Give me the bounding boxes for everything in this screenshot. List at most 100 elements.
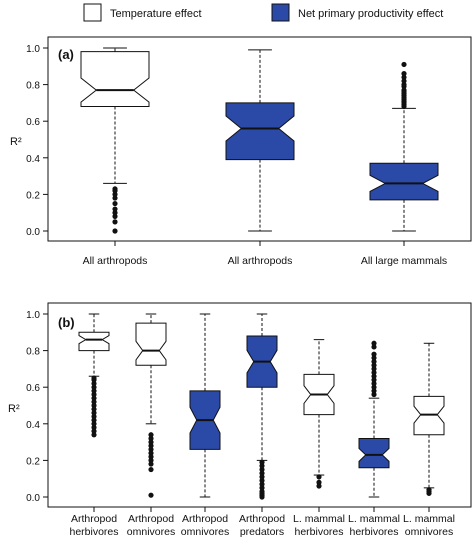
outlier-point <box>259 477 265 484</box>
panel-b-xtick-label: L. mammal herbivores <box>348 513 400 538</box>
outlier-point <box>401 82 407 88</box>
outlier-point <box>371 369 377 376</box>
outlier-point <box>112 219 118 225</box>
panel-a-ytick-label: 0.4 <box>26 154 40 165</box>
outlier-point <box>91 391 97 398</box>
panel-b-label: (b) <box>58 315 75 330</box>
outlier-point <box>91 395 97 401</box>
panel-b-ytick-label: 0.8 <box>26 347 40 358</box>
panel-a-label: (a) <box>58 47 74 62</box>
outlier-point <box>259 488 265 495</box>
box-body <box>369 162 439 201</box>
outlier-point <box>91 402 97 409</box>
outlier-point <box>148 492 154 498</box>
panel-a-xtick-label: All arthropods <box>83 255 148 267</box>
outlier-point <box>91 388 97 394</box>
outlier-point <box>371 384 377 390</box>
outlier-point <box>371 366 377 372</box>
panel-a-ytick-label: 0.6 <box>26 117 40 128</box>
panel-a-box-1 <box>80 47 150 234</box>
outlier-point <box>259 470 265 476</box>
outlier-point <box>91 424 97 431</box>
panel-a-xtick-label: All arthropods <box>228 255 293 267</box>
panel-b-box-2 <box>135 313 167 498</box>
outlier-point <box>91 417 97 423</box>
panel-b-ytick-label: 0.4 <box>26 420 40 431</box>
panel-a-ytick-label: 0.0 <box>26 227 40 238</box>
panel-a-ytick-label: 1.0 <box>26 44 40 55</box>
panel-b-ytick-label: 0.6 <box>26 383 40 394</box>
box-body <box>135 322 167 366</box>
panel-b-xtick-label: L. mammal herbivores <box>293 513 345 538</box>
outlier-point <box>91 432 97 438</box>
outlier-point <box>371 388 377 394</box>
outlier-point <box>426 487 432 493</box>
panel-a-ytick-label: 0.2 <box>26 190 40 201</box>
outlier-point <box>112 210 118 216</box>
panel-b: (b) R² 0.0 0.2 0.4 0.6 0.8 1.0 Arthropod herbi… <box>8 302 472 538</box>
outlier-point <box>316 483 322 489</box>
outlier-point <box>371 344 377 350</box>
outlier-point <box>401 87 407 93</box>
outlier-point <box>91 384 97 390</box>
outlier-point <box>112 213 118 219</box>
outlier-point <box>371 351 377 357</box>
panel-b-ytick-label: 0.2 <box>26 456 40 467</box>
panel-a-x-labels: All arthropods All arthropods All large ma… <box>83 241 447 267</box>
legend-label-npp: Net primary productivity effect <box>298 8 443 20</box>
legend: Temperature effect Net primary productiv… <box>83 3 443 22</box>
outlier-point <box>112 206 118 212</box>
panel-a-boxes <box>80 47 439 234</box>
outlier-point <box>112 186 118 192</box>
panel-b-boxes <box>78 313 445 500</box>
panel-b-xtick-label: Arthropod predators <box>239 513 285 538</box>
outlier-point <box>91 413 97 420</box>
outlier-point <box>148 432 154 438</box>
outlier-point <box>91 406 97 412</box>
panel-b-ytick-label: 1.0 <box>26 310 40 321</box>
box-body <box>80 51 150 108</box>
panel-b-box-4 <box>246 313 278 500</box>
outlier-point <box>401 78 407 84</box>
legend-swatch-temperature <box>83 3 102 22</box>
panel-a: (a) R² 0.0 0.2 0.4 0.6 0.8 1.0 All arthropods… <box>10 36 472 267</box>
outlier-point <box>259 485 265 491</box>
panel-a-ytick-label: 0.8 <box>26 81 40 92</box>
outlier-point <box>148 454 154 460</box>
outlier-point <box>371 377 377 383</box>
outlier-point <box>148 443 154 449</box>
outlier-point <box>112 228 118 234</box>
outlier-point <box>148 435 154 442</box>
outlier-point <box>259 466 265 473</box>
legend-label-temperature: Temperature effect <box>110 8 202 20</box>
outlier-point <box>316 474 322 480</box>
panel-a-ylabel: R² <box>10 136 22 148</box>
panel-b-ylabel: R² <box>8 403 20 415</box>
panel-b-xtick-label: Arthropod omnivores <box>127 513 175 538</box>
panel-b-box-7 <box>413 342 445 496</box>
panel-b-box-6 <box>358 340 390 498</box>
outlier-point <box>371 355 377 361</box>
legend-swatch-npp <box>271 3 290 22</box>
outlier-point <box>371 373 377 379</box>
outlier-point <box>371 358 377 365</box>
outlier-point <box>371 340 377 346</box>
panel-a-xtick-label: All large mammals <box>361 255 447 267</box>
panel-b-box-5 <box>303 339 335 489</box>
outlier-point <box>148 446 154 453</box>
outlier-point <box>401 74 407 80</box>
outlier-point <box>148 450 154 456</box>
outlier-point <box>259 474 265 480</box>
box-body <box>78 331 110 352</box>
outlier-point <box>91 421 97 427</box>
panel-a-box-3 <box>369 61 439 232</box>
outlier-point <box>259 481 265 487</box>
outlier-point <box>91 375 97 381</box>
outlier-point <box>91 380 97 387</box>
outlier-point <box>401 61 407 68</box>
outlier-point <box>148 439 154 445</box>
panel-a-y-axis: 0.0 0.2 0.4 0.6 0.8 1.0 <box>26 44 48 238</box>
outlier-point <box>112 195 118 201</box>
